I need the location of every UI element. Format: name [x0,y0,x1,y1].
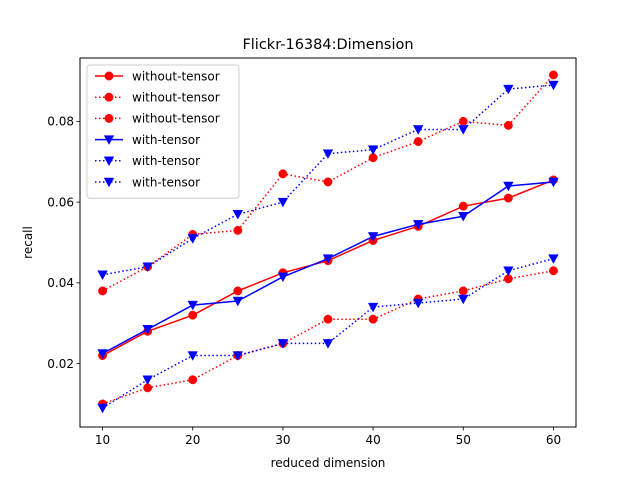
data-point [458,294,469,305]
series-line [102,74,555,292]
chart-title: Flickr-16384:Dimension [242,37,413,53]
data-point [503,84,514,95]
data-point [503,266,514,277]
x-tick-label: 60 [546,433,561,447]
data-point [503,120,513,130]
series-4 [97,177,559,359]
legend-marker [103,156,115,167]
data-point [503,181,514,192]
data-point [323,177,333,187]
legend-marker [103,135,115,145]
data-point [98,286,107,296]
data-point [322,339,334,349]
legend-label: with-tensor [132,133,200,147]
legend-entry: without-tensor [95,91,220,105]
data-point [322,254,334,264]
data-point [277,272,289,283]
legend-marker [103,177,115,188]
data-point [413,137,423,147]
y-tick-label: 0.08 [47,115,74,129]
x-tick-label: 20 [185,433,200,447]
series-3 [98,266,558,409]
data-point [97,270,108,281]
legend-marker [104,113,114,123]
data-point [368,314,378,324]
data-point [142,325,153,335]
data-point [232,351,244,361]
legend-entry: with-tensor [95,175,200,189]
data-point [458,116,468,126]
legend-entry: without-tensor [95,69,220,83]
data-point [188,310,198,320]
data-point [548,254,559,264]
data-point [277,339,289,349]
data-point [97,403,108,414]
legend-label: without-tensor [132,91,220,105]
data-point [142,375,153,386]
data-point [188,375,198,385]
x-tick-label: 40 [365,433,380,447]
data-point [232,209,244,220]
legend: without-tensor without-tensor without-tens… [86,64,240,199]
data-point [142,262,153,273]
series-5 [97,80,559,281]
y-tick-label: 0.06 [47,195,74,209]
legend-marker [104,71,114,81]
legend-label: with-tensor [132,175,200,189]
data-point [322,149,334,160]
legend-box [86,64,240,199]
series-6 [97,254,559,414]
y-tick-label: 0.02 [47,357,74,371]
y-tick-label: 0.04 [47,276,74,290]
data-point [233,286,243,296]
x-axis-label: reduced dimension [271,456,386,470]
data-point [549,70,558,80]
data-point [187,300,198,311]
series-layer [97,70,559,414]
data-point [503,193,513,203]
data-point [548,80,559,91]
data-point [549,266,558,276]
legend-label: with-tensor [132,154,200,168]
x-tick-label: 30 [275,433,290,447]
legend-marker [104,92,114,102]
data-point [412,220,424,230]
data-point [277,197,289,208]
data-point [458,201,468,211]
data-point [232,296,244,307]
data-point [458,212,469,222]
data-point [458,286,468,296]
data-point [323,314,333,324]
legend-entry: with-tensor [95,133,200,147]
data-point [412,125,424,135]
ticks-layer: 10 20 30 40 50 60 0.02 0.04 0.06 0.08 [47,115,561,447]
legend-entry: without-tensor [95,112,220,126]
series-line [102,84,554,276]
x-tick-label: 10 [95,433,110,447]
data-point [187,234,198,244]
data-point [97,349,108,359]
legend-entry: with-tensor [95,154,200,168]
plot-frame [79,57,577,428]
data-point [367,302,379,313]
data-point [412,298,424,309]
data-point [367,232,379,242]
data-point [187,351,198,361]
data-point [233,225,243,235]
legend-label: without-tensor [132,69,220,83]
y-axis-label: recall [21,226,35,259]
data-point [458,125,469,135]
data-point [278,169,288,179]
data-point [367,145,379,155]
data-point [548,177,559,188]
x-tick-label: 50 [456,433,471,447]
legend-label: without-tensor [132,112,220,126]
